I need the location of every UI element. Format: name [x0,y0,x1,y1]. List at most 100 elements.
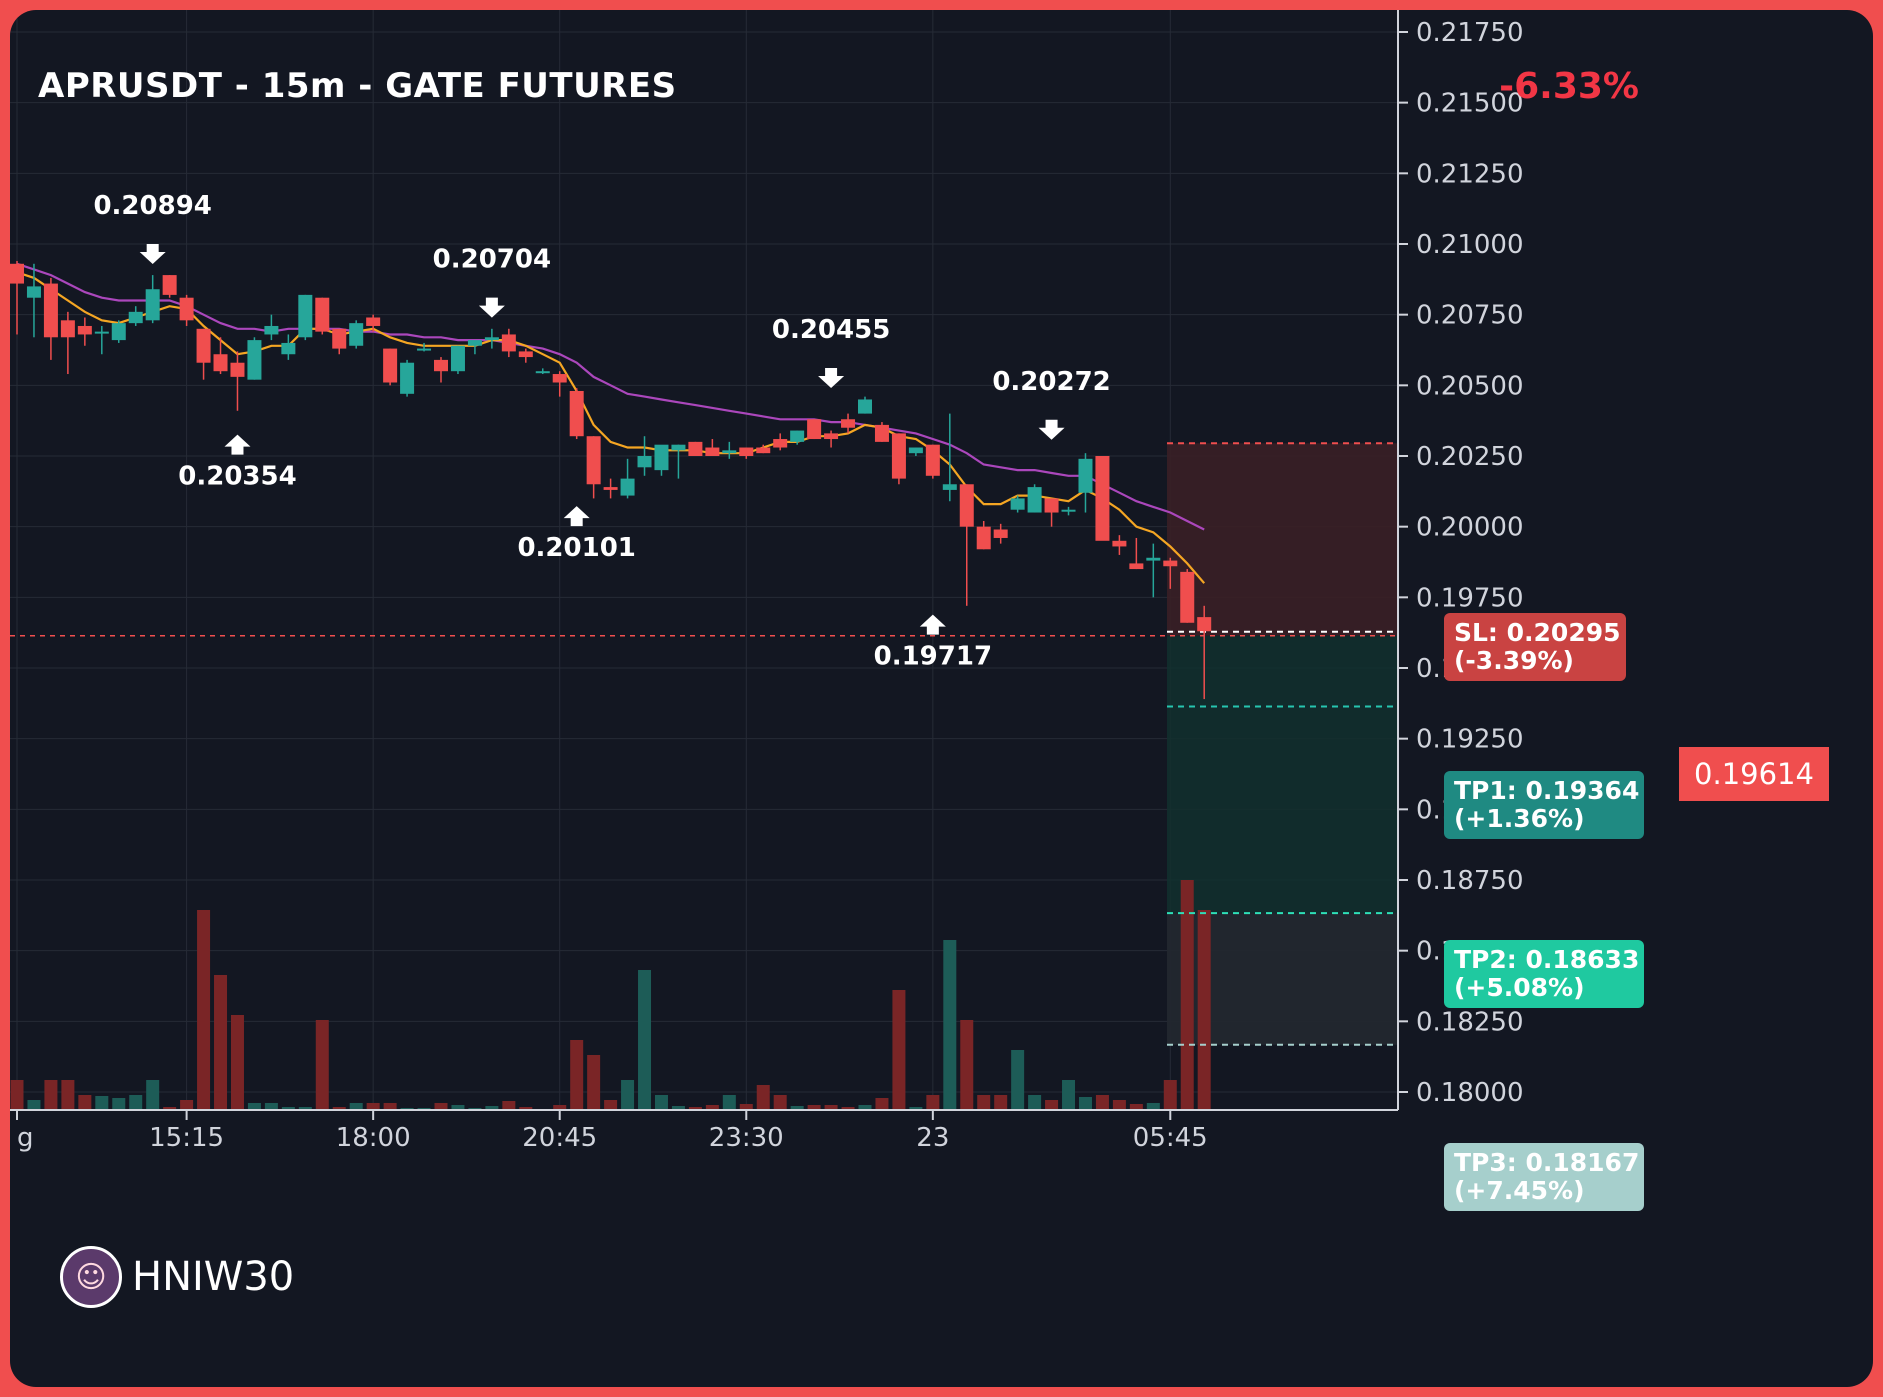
volume-bar [10,1080,24,1110]
volume-bar [621,1080,635,1110]
volume-bar [824,1105,838,1110]
volume-bar [875,1098,889,1110]
candle-body [43,283,58,338]
candle-body [1044,498,1059,513]
candle-body [722,450,737,454]
volume-bar [281,1107,295,1110]
y-tick-label: 0.20000 [1416,513,1524,543]
volume-bar [1095,1095,1109,1110]
y-tick-label: 0.20250 [1416,442,1524,472]
candle-body [976,526,991,550]
volume-bar [214,975,228,1110]
volume-bar [163,1107,177,1110]
volume-bar [264,1103,278,1110]
candle-body [1027,487,1042,513]
volume-bar [705,1105,719,1110]
candle-body [349,323,364,346]
avatar-icon: ☺ [60,1246,122,1308]
chart-title: APRUSDT - 15m - GATE FUTURES [38,66,677,106]
candle-body [535,371,550,374]
volume-bar [1180,880,1194,1110]
candle-body [77,325,92,335]
arrow-up-icon [919,614,946,635]
candle-body [518,351,533,358]
arrow-down-icon [478,297,505,318]
candle-body [841,419,856,428]
volume-bar [383,1103,397,1110]
volume-bar [722,1095,736,1110]
candle-body [434,359,448,372]
volume-bar [790,1106,804,1110]
candle-body [858,399,872,414]
candle-body [417,348,432,351]
volume-bar [61,1080,75,1110]
y-tick-label: 0.18250 [1416,1007,1524,1037]
candle-body [281,342,296,355]
y-tick-label: 0.18750 [1416,866,1524,896]
y-tick-label: 0.18000 [1416,1078,1524,1108]
candle-body [1078,458,1093,493]
candle-body [400,362,415,394]
volume-bar [434,1103,448,1110]
volume-bar [519,1107,533,1110]
candle-body [145,289,160,321]
candle-body [586,436,601,485]
candle-body [688,441,703,456]
volume-bar [230,1015,244,1110]
candle-body [637,456,652,468]
candle-body [807,419,822,440]
x-tick-label: g [17,1123,34,1153]
pivot-label: 0.20354 [178,462,296,492]
y-tick-label: 0.19250 [1416,725,1524,755]
volume-bar [95,1096,109,1110]
candle-body [26,286,41,298]
pivot-label: 0.20101 [517,533,635,563]
arrow-down-icon [139,243,166,264]
volume-bar [960,1020,974,1110]
volume-bar [943,940,957,1110]
x-tick-label: 23:30 [709,1123,784,1153]
volume-bar [502,1101,516,1110]
x-tick-label: 15:15 [149,1123,224,1153]
volume-bar [27,1100,41,1110]
volume-bar [1062,1080,1076,1110]
volume-bar [688,1107,702,1110]
candle-body [1095,456,1110,541]
candle-body [756,447,771,454]
volume-bar [349,1103,363,1110]
arrow-down-icon [818,368,845,389]
candle-body [908,447,923,454]
candle-body [111,323,126,341]
volume-bar [332,1107,346,1110]
candle-body [10,263,24,284]
candle-body [383,348,398,383]
volume-bar [570,1040,584,1110]
candle-body [891,433,906,479]
ema-slow-line [16,262,1205,531]
candle-body [569,390,584,437]
volume-bar [129,1095,143,1110]
volume-bar [197,910,211,1110]
volume-bar [112,1098,126,1110]
candle-body [1010,498,1025,510]
watermark-name: HNIW30 [132,1254,295,1300]
pivot-label: 0.20894 [93,191,211,221]
volume-bar [180,1100,194,1110]
volume-bar [587,1055,601,1110]
candle-body [450,345,465,372]
volume-bar [1129,1104,1143,1110]
take-profit-3-text: TP3: 0.18167 (+7.45%) [1454,1148,1640,1205]
volume-bar [841,1107,855,1110]
volume-bar [909,1107,923,1110]
volume-bar [146,1080,160,1110]
current-price-tag: 0.19614 [1679,747,1829,801]
candle-body [824,433,839,440]
volume-bar [926,1095,940,1110]
volume-bar [858,1105,872,1110]
chart-canvas[interactable]: 0.20894 0.20354 0.20704 0.20101 0.20455 0.197… [10,10,1873,1387]
candle-body [230,362,245,377]
volume-bar [773,1095,787,1110]
volume-bar [1146,1103,1160,1110]
volume-bar [247,1103,261,1110]
volume-bar [44,1080,58,1110]
